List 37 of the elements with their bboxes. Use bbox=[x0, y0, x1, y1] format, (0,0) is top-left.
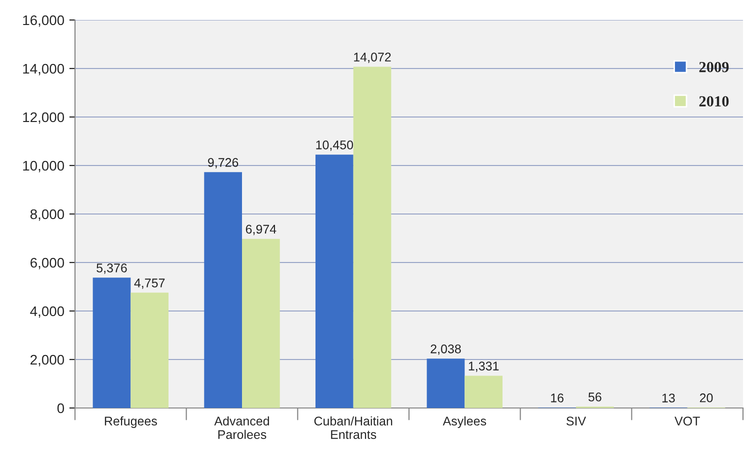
bar bbox=[315, 154, 354, 408]
legend-label: 2009 bbox=[699, 62, 729, 72]
data-label: 16 bbox=[551, 394, 564, 402]
y-tick-label: 2,000 bbox=[30, 354, 64, 366]
y-tick-label: 6,000 bbox=[30, 258, 64, 270]
bar bbox=[464, 376, 503, 408]
data-label: 1,331 bbox=[468, 362, 499, 372]
y-tick-label: 0 bbox=[57, 403, 64, 414]
data-label: 10,450 bbox=[316, 140, 354, 151]
x-tick-label: SIV bbox=[566, 416, 586, 426]
data-label: 14,072 bbox=[354, 52, 391, 63]
data-label: 4,757 bbox=[134, 278, 165, 289]
bar bbox=[204, 172, 242, 408]
x-tick-label: Refugees bbox=[104, 416, 157, 428]
data-label: 5,376 bbox=[96, 264, 127, 274]
data-label: 6,974 bbox=[246, 224, 276, 236]
x-tick-label: Advanced Parolees bbox=[214, 416, 269, 439]
y-tick-label: 8,000 bbox=[30, 209, 64, 221]
y-tick-label: 12,000 bbox=[23, 112, 64, 124]
x-tick-label: VOT bbox=[674, 416, 700, 426]
data-label: 20 bbox=[700, 393, 713, 402]
y-tick-label: 16,000 bbox=[23, 15, 64, 27]
x-tick-label: Cuban/Haitian Entrants bbox=[314, 416, 392, 439]
data-label: 9,726 bbox=[208, 158, 238, 168]
bar bbox=[353, 66, 392, 408]
bar bbox=[92, 278, 131, 408]
x-tick-label: Asylees bbox=[442, 416, 486, 428]
data-label: 13 bbox=[662, 394, 675, 402]
bar bbox=[426, 358, 465, 408]
y-tick-label: 4,000 bbox=[30, 306, 64, 318]
bar bbox=[242, 238, 280, 408]
y-tick-label: 10,000 bbox=[23, 160, 64, 172]
y-tick-label: 14,000 bbox=[23, 64, 64, 76]
bar bbox=[130, 292, 169, 408]
data-label: 56 bbox=[588, 392, 602, 402]
legend-label: 2010 bbox=[699, 96, 729, 106]
data-label: 2,038 bbox=[430, 344, 461, 355]
